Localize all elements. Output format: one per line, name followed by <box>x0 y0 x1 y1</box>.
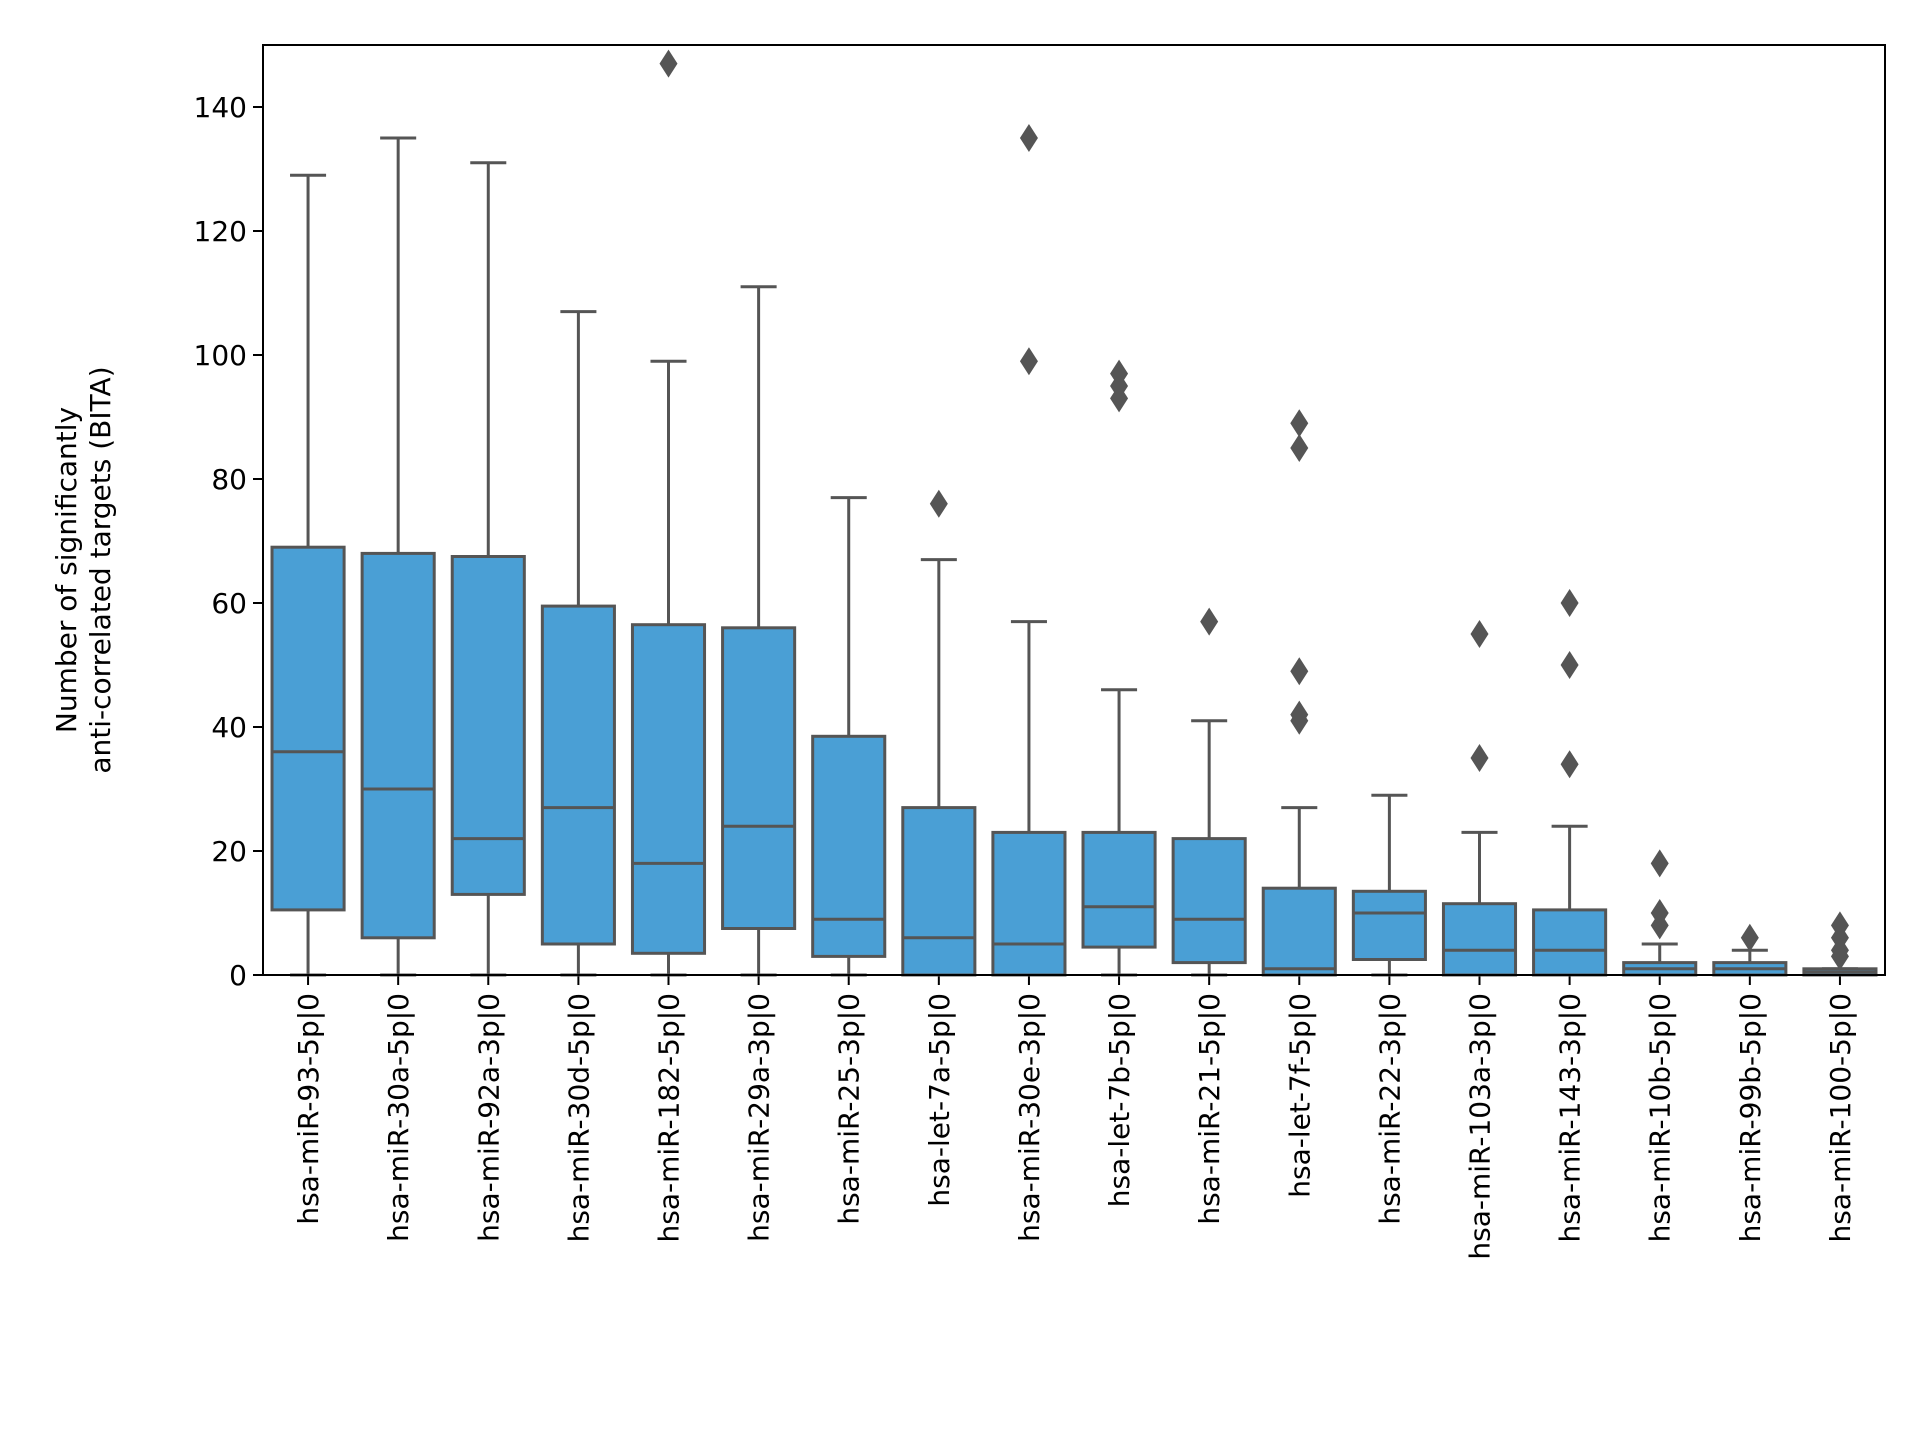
box-series <box>270 49 1878 977</box>
outlier-marker <box>1470 744 1489 772</box>
x-tick-label: hsa-miR-21-5p|0 <box>1193 993 1226 1225</box>
box-group <box>1532 589 1608 977</box>
box <box>811 734 887 958</box>
x-tick-label: hsa-miR-92a-3p|0 <box>472 993 505 1242</box>
y-axis: 0 20 40 60 80 100 120 140 <box>194 91 263 992</box>
box <box>901 806 977 977</box>
box <box>1261 886 1337 977</box>
x-tick-label: hsa-miR-10b-5p|0 <box>1644 993 1677 1242</box>
outlier-marker <box>1470 620 1489 648</box>
y-tick-label: 140 <box>194 91 247 124</box>
box <box>270 545 346 912</box>
outlier-marker <box>1650 899 1669 927</box>
y-tick-label: 60 <box>211 587 247 620</box>
box-group <box>901 489 977 977</box>
outlier-marker <box>1740 923 1759 952</box>
box <box>1441 902 1518 977</box>
x-tick-label: hsa-miR-99b-5p|0 <box>1734 993 1767 1242</box>
y-tick-label: 80 <box>211 463 247 496</box>
outlier-marker <box>1290 700 1309 729</box>
box <box>1171 837 1247 965</box>
box-group <box>1802 911 1878 977</box>
box-group <box>360 136 436 977</box>
box-group <box>1171 607 1247 977</box>
y-tick-label: 20 <box>211 835 247 868</box>
box-group <box>1351 793 1427 977</box>
outlier-marker <box>1560 651 1579 679</box>
box-group <box>1712 923 1788 977</box>
x-tick-label: hsa-miR-30e-3p|0 <box>1013 993 1046 1242</box>
box-group <box>811 496 887 977</box>
box-group <box>991 124 1067 977</box>
x-tick-label: hsa-miR-22-3p|0 <box>1373 993 1406 1225</box>
x-tick-label: hsa-miR-93-5p|0 <box>292 993 325 1225</box>
box <box>1351 889 1427 961</box>
box-group <box>270 173 346 977</box>
outlier-marker <box>1110 359 1129 388</box>
outlier-marker <box>1560 589 1579 617</box>
box-group <box>1441 620 1518 977</box>
y-tick-label: 0 <box>229 959 247 992</box>
box-group <box>1081 359 1157 977</box>
box <box>1081 830 1157 949</box>
box <box>991 830 1067 977</box>
y-tick-label: 40 <box>211 711 247 744</box>
outlier-marker <box>1560 750 1579 779</box>
box-group <box>540 310 616 977</box>
x-tick-label: hsa-let-7b-5p|0 <box>1103 993 1136 1207</box>
box <box>540 604 616 946</box>
plot-frame <box>262 44 1886 976</box>
outlier-marker <box>929 489 948 518</box>
box-group <box>630 49 707 977</box>
box <box>721 626 797 930</box>
y-axis-label-line-1: Number of significantly <box>50 407 83 733</box>
x-tick-label: hsa-miR-25-3p|0 <box>833 993 866 1225</box>
y-axis-label-line-2: anti-correlated targets (BITA) <box>84 366 117 773</box>
outlier-marker <box>1019 124 1038 152</box>
box <box>1532 908 1608 977</box>
outlier-marker <box>1290 434 1309 462</box>
box-group <box>721 285 797 977</box>
box <box>360 551 436 940</box>
outlier-marker <box>1830 911 1849 940</box>
box <box>450 555 526 896</box>
x-tick-label: hsa-miR-30d-5p|0 <box>562 993 595 1242</box>
outlier-marker <box>1650 849 1669 878</box>
outlier-marker <box>1019 347 1038 376</box>
box <box>630 623 707 955</box>
x-tick-label: hsa-let-7f-5p|0 <box>1283 993 1316 1198</box>
x-tick-label: hsa-miR-143-3p|0 <box>1554 993 1587 1242</box>
box-group <box>450 161 526 977</box>
box-group <box>1261 409 1337 977</box>
outlier-marker <box>1290 657 1309 686</box>
x-tick-label: hsa-miR-100-5p|0 <box>1824 993 1857 1242</box>
x-axis: hsa-miR-93-5p|0 hsa-miR-30a-5p|0 hsa-miR-9… <box>292 975 1857 1260</box>
x-tick-label: hsa-miR-182-5p|0 <box>653 993 686 1242</box>
outlier-marker <box>659 49 678 78</box>
y-tick-label: 100 <box>194 339 247 372</box>
y-axis-label: Number of significantly anti-correlated … <box>50 366 117 773</box>
y-tick-label: 120 <box>194 215 247 248</box>
x-tick-label: hsa-miR-103a-3p|0 <box>1464 993 1497 1260</box>
outlier-marker <box>1290 409 1309 438</box>
box-group <box>1622 849 1698 977</box>
x-tick-label: hsa-miR-30a-5p|0 <box>382 993 415 1242</box>
x-tick-label: hsa-miR-29a-3p|0 <box>743 993 776 1242</box>
x-tick-label: hsa-let-7a-5p|0 <box>923 993 956 1207</box>
outlier-marker <box>1200 607 1219 636</box>
